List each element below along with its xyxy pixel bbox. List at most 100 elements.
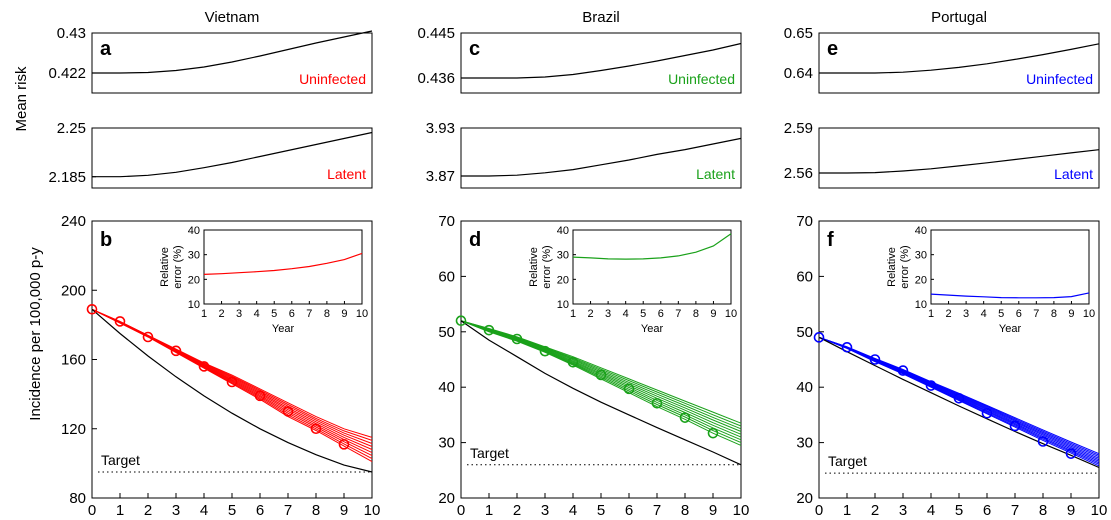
x-tick-label: 4	[569, 502, 577, 519]
data-point-circle	[198, 361, 210, 372]
incidence-y-tick-label: 50	[796, 324, 813, 341]
risk-y-tick-label: 2.185	[48, 169, 86, 186]
x-tick-label: 8	[681, 502, 689, 519]
target-label: Target	[470, 445, 509, 461]
inset-x-tick-label: 9	[710, 308, 716, 320]
data-point-circle	[86, 303, 98, 315]
x-tick-label: 10	[1091, 502, 1108, 519]
data-point-circle	[455, 315, 467, 327]
data-point-circle	[254, 390, 266, 402]
risk-panel-frame	[460, 32, 742, 94]
target-trajectory-line	[818, 336, 1100, 469]
incidence-y-tick-label: 120	[61, 421, 86, 438]
panel-letter: c	[469, 38, 480, 60]
x-tick-label: 1	[843, 502, 851, 519]
inset-xlabel: Year	[272, 323, 295, 335]
latent-label: Latent	[696, 166, 735, 182]
risk-panel-frame	[460, 127, 742, 189]
inset-x-tick-label: 9	[1068, 308, 1074, 320]
projection-line	[460, 320, 742, 438]
data-point-circle	[981, 407, 993, 419]
risk-y-tick-label: 0.64	[784, 65, 813, 82]
inset-x-tick-label: 9	[341, 308, 347, 320]
panel-letter: b	[100, 229, 112, 251]
incidence-y-tick-label: 20	[438, 490, 455, 507]
risk-panel-frame	[91, 32, 373, 94]
inset-x-tick-label: 10	[1083, 308, 1095, 320]
x-tick-label: 0	[457, 502, 465, 519]
risk-y-tick-label: 2.59	[784, 120, 813, 137]
data-point-circle	[142, 331, 154, 343]
inset-x-tick-label: 8	[693, 308, 699, 320]
risk-y-tick-label: 3.87	[426, 168, 455, 185]
inset-xlabel: Year	[999, 323, 1022, 335]
x-tick-label: 0	[815, 502, 823, 519]
mean-risk-line	[461, 42, 742, 79]
inset-x-tick-label: 2	[945, 308, 951, 320]
x-tick-label: 9	[709, 502, 717, 519]
projection-line	[460, 320, 742, 444]
inset-x-tick-label: 6	[289, 308, 295, 320]
inset-y-tick-label: 30	[915, 250, 927, 262]
data-point-circle	[953, 392, 965, 404]
x-tick-label: 0	[88, 502, 96, 519]
x-tick-label: 6	[625, 502, 633, 519]
incidence-y-tick-label: 70	[438, 213, 455, 230]
x-tick-label: 4	[927, 502, 935, 519]
data-point-circle	[483, 324, 495, 336]
x-tick-label: 9	[1067, 502, 1075, 519]
inset-x-tick-label: 6	[1016, 308, 1022, 320]
x-tick-label: 6	[256, 502, 264, 519]
incidence-y-tick-label: 30	[438, 435, 455, 452]
data-point-circle	[897, 365, 909, 376]
x-tick-label: 10	[364, 502, 381, 519]
inset-x-tick-label: 5	[640, 308, 646, 320]
inset-frame	[930, 229, 1090, 305]
x-tick-label: 8	[312, 502, 320, 519]
x-tick-label: 7	[284, 502, 292, 519]
inset-x-tick-label: 7	[306, 308, 312, 320]
projection-line	[460, 320, 742, 424]
x-tick-label: 2	[871, 502, 879, 519]
inset-ylabel-line2: error (%)	[541, 245, 553, 288]
incidence-y-tick-label: 40	[796, 379, 813, 396]
x-tick-label: 3	[899, 502, 907, 519]
projection-line	[91, 308, 373, 454]
panel-letter: a	[100, 38, 112, 60]
inset-xlabel: Year	[641, 323, 664, 335]
data-point-circle	[310, 423, 322, 435]
mean-risk-line	[461, 137, 742, 177]
incidence-y-tick-label: 20	[796, 490, 813, 507]
risk-panel-frame	[818, 32, 1100, 94]
data-point-circle	[869, 354, 881, 365]
x-tick-label: 9	[340, 502, 348, 519]
x-tick-label: 1	[116, 502, 124, 519]
inset-frame	[572, 229, 732, 305]
x-tick-label: 10	[733, 502, 750, 519]
data-point-circle	[595, 369, 607, 381]
inset-y-tick-label: 40	[557, 225, 569, 237]
latent-label: Latent	[327, 166, 366, 182]
data-point-circle	[813, 332, 825, 343]
mean-risk-line	[819, 43, 1100, 74]
panel-letter: d	[469, 229, 481, 251]
inset-x-tick-label: 4	[981, 308, 987, 320]
inset-x-tick-label: 8	[1051, 308, 1057, 320]
inset-x-tick-label: 1	[570, 308, 576, 320]
country-title-brazil: Brazil	[582, 9, 620, 26]
data-point-circle	[338, 439, 350, 450]
x-tick-label: 2	[513, 502, 521, 519]
inset-x-tick-label: 1	[928, 308, 934, 320]
inset-x-tick-label: 5	[271, 308, 277, 320]
incidence-y-tick-label: 30	[796, 435, 813, 452]
risk-y-tick-label: 3.93	[426, 120, 455, 137]
mean-risk-line	[92, 131, 373, 178]
incidence-y-tick-label: 160	[61, 352, 86, 369]
inset-y-tick-label: 40	[915, 225, 927, 237]
projection-line	[460, 320, 742, 446]
inset-ylabel: Relativeerror (%)	[528, 245, 553, 288]
inset-x-tick-label: 3	[963, 308, 969, 320]
incidence-y-tick-label: 70	[796, 213, 813, 230]
data-point-circle	[170, 345, 182, 357]
mean-risk-line	[92, 30, 373, 74]
